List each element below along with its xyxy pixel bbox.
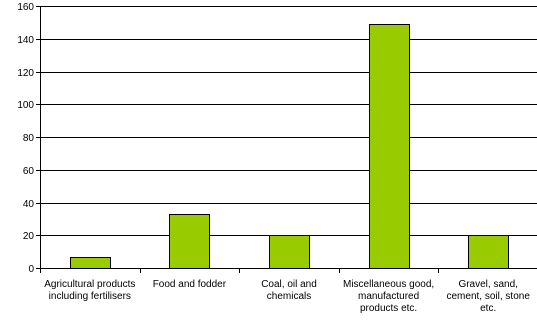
bar bbox=[70, 257, 111, 269]
x-tick-label: Coal, oil and chemicals bbox=[261, 279, 317, 302]
x-tick-label: Miscellaneous good, manufactured product… bbox=[343, 279, 435, 314]
x-tick-label: Gravel, sand, cement, soil, stone etc. bbox=[446, 279, 530, 314]
bars bbox=[70, 24, 509, 269]
bar bbox=[468, 235, 509, 269]
bar bbox=[369, 24, 410, 269]
y-tick-label: 60 bbox=[23, 166, 35, 177]
y-tick-label: 80 bbox=[23, 133, 35, 144]
x-axis-ticks bbox=[40, 268, 439, 273]
bar bbox=[269, 235, 310, 269]
x-tick-label: Agricultural products including fertilis… bbox=[44, 279, 136, 302]
y-tick-label: 120 bbox=[17, 68, 34, 79]
y-tick-label: 100 bbox=[17, 100, 34, 111]
y-tick-label: 140 bbox=[17, 35, 34, 46]
y-tick-label: 20 bbox=[23, 231, 35, 242]
x-tick-label: Food and fodder bbox=[152, 279, 227, 290]
y-axis-ticks: 0 20 40 60 80 100 120 140 160 bbox=[17, 2, 40, 275]
y-tick-label: 160 bbox=[17, 2, 34, 13]
y-tick-label: 40 bbox=[23, 199, 35, 210]
y-tick-label: 0 bbox=[28, 264, 34, 275]
gridlines bbox=[40, 6, 537, 236]
bar bbox=[169, 214, 210, 269]
